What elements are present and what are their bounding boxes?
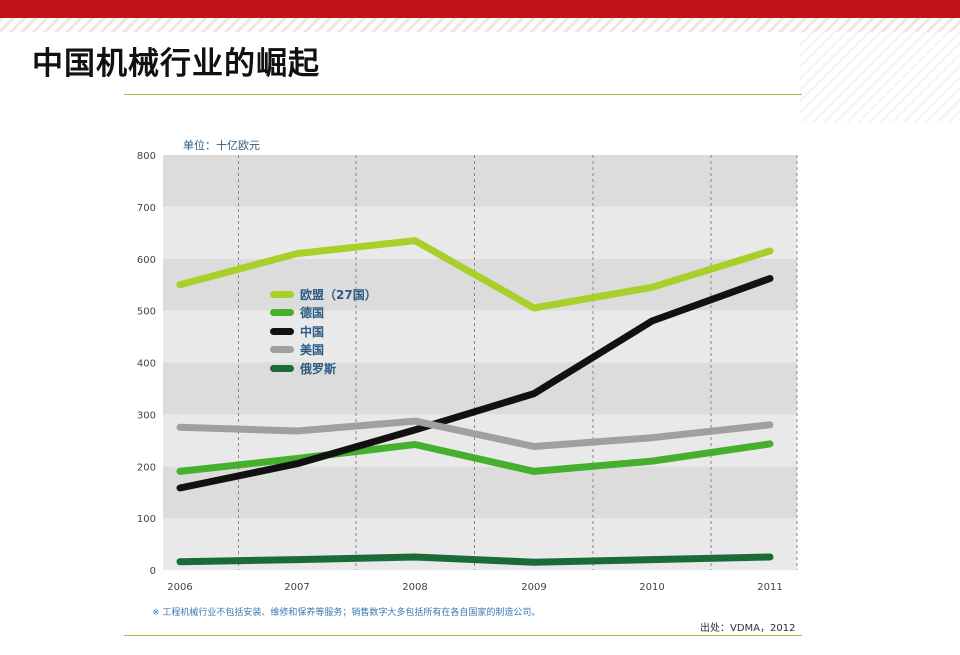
chart-footnote: ※ 工程机械行业不包括安装、维修和保养等服务；销售数字大多包括所有在各自国家的制… bbox=[152, 608, 541, 618]
unit-label: 单位：十亿欧元 bbox=[183, 139, 260, 152]
chart-legend: 欧盟（27国） 德国中国美国俄罗斯 bbox=[270, 285, 377, 378]
legend-label: 中国 bbox=[300, 324, 325, 339]
grid-band bbox=[163, 258, 797, 311]
title-divider bbox=[124, 94, 802, 95]
grid-band bbox=[163, 310, 797, 363]
legend-item: 德国 bbox=[270, 304, 377, 323]
legend-label: 美国 bbox=[300, 343, 325, 358]
legend-swatch bbox=[270, 290, 294, 298]
x-tick-label: 2011 bbox=[757, 582, 782, 593]
x-tick-label: 2007 bbox=[284, 582, 309, 593]
top-red-stripe bbox=[0, 0, 960, 18]
y-tick-label: 500 bbox=[137, 307, 156, 318]
x-tick-label: 2006 bbox=[167, 582, 192, 593]
y-tick-label: 600 bbox=[137, 255, 156, 266]
y-tick-label: 400 bbox=[137, 359, 156, 370]
series-line bbox=[176, 553, 774, 566]
y-tick-label: 800 bbox=[137, 151, 156, 162]
legend-swatch bbox=[270, 346, 294, 354]
legend-item: 欧盟（27国） bbox=[270, 285, 377, 304]
y-tick-label: 200 bbox=[137, 462, 156, 473]
grid-band bbox=[163, 206, 797, 259]
top-hatch-decoration bbox=[0, 18, 960, 32]
legend-label: 德国 bbox=[300, 306, 325, 321]
series-line bbox=[176, 440, 774, 475]
x-tick-label: 2008 bbox=[402, 582, 427, 593]
legend-item: 俄罗斯 bbox=[270, 359, 377, 378]
grid-band bbox=[163, 466, 797, 519]
x-tick-label: 2009 bbox=[521, 582, 546, 593]
y-tick-label: 100 bbox=[137, 514, 156, 525]
x-tick-label: 2010 bbox=[639, 582, 664, 593]
grid-band bbox=[163, 362, 797, 415]
legend-item: 美国 bbox=[270, 341, 377, 360]
series-line bbox=[176, 237, 774, 312]
series-line bbox=[176, 417, 774, 450]
legend-swatch bbox=[270, 327, 294, 335]
series-line bbox=[176, 275, 774, 492]
bottom-divider bbox=[124, 635, 802, 636]
legend-swatch bbox=[270, 364, 294, 372]
legend-swatch bbox=[270, 309, 294, 317]
legend-label: 俄罗斯 bbox=[300, 361, 337, 376]
y-tick-label: 700 bbox=[137, 203, 156, 214]
grid-band bbox=[163, 155, 797, 207]
page-title: 中国机械行业的崛起 bbox=[32, 46, 320, 82]
chart-source: 出处：VDMA，2012 bbox=[700, 623, 796, 634]
legend-item: 中国 bbox=[270, 322, 377, 341]
corner-hatch-decoration bbox=[800, 32, 960, 122]
y-tick-label: 0 bbox=[150, 566, 156, 577]
legend-label: 欧盟（27国） bbox=[300, 287, 377, 302]
y-tick-label: 300 bbox=[137, 410, 156, 421]
